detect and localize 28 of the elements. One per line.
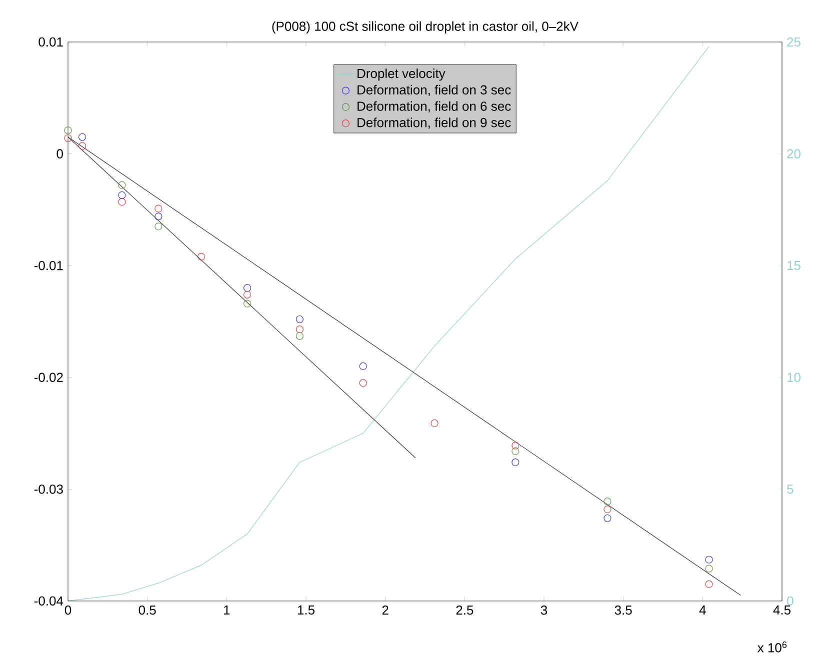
legend-label: Droplet velocity [358,68,446,81]
x-tick-label: 2.5 [456,606,474,615]
y-tick-label: 0.01 [38,37,63,47]
text: x 10$^{6}$ [757,642,787,652]
legend-label: Deformation, field on 9 sec [358,118,511,129]
x-tick-label: 4.5 [773,606,790,615]
y-tick-label: -0.01 [34,260,63,270]
y-tick-label: -0.04 [34,596,64,606]
legend-label: Deformation, field on 6 sec [358,101,511,112]
x-tick-label: 3 [540,606,548,615]
x-tick-label: 0 [64,606,72,615]
x-tick-label: 0.5 [138,606,156,615]
chart-title: (P008) 100 cSt silicone oil droplet in castor oil, 0–2kV [272,21,578,34]
x-tick-label: 2 [382,606,388,615]
y2-tick-label: 5 [787,484,794,494]
y-tick-label: -0.02 [34,372,63,382]
y2-tick-label: 15 [788,261,800,270]
x-tick-label: 1 [224,606,230,614]
y2-tick-label: 25 [787,37,800,47]
y2-tick-label: 0 [787,596,794,606]
x-tick-label: 4 [699,606,706,614]
y-tick-label: 0 [56,149,63,158]
y2-tick-label: 20 [787,149,800,158]
y2-tick-label: 10 [788,372,800,382]
x-tick-label: 1.5 [298,606,314,615]
x-tick-label: 3.5 [614,606,632,615]
y-tick-label: -0.03 [34,484,63,494]
legend-label: Deformation, field on 3 sec [358,84,511,96]
